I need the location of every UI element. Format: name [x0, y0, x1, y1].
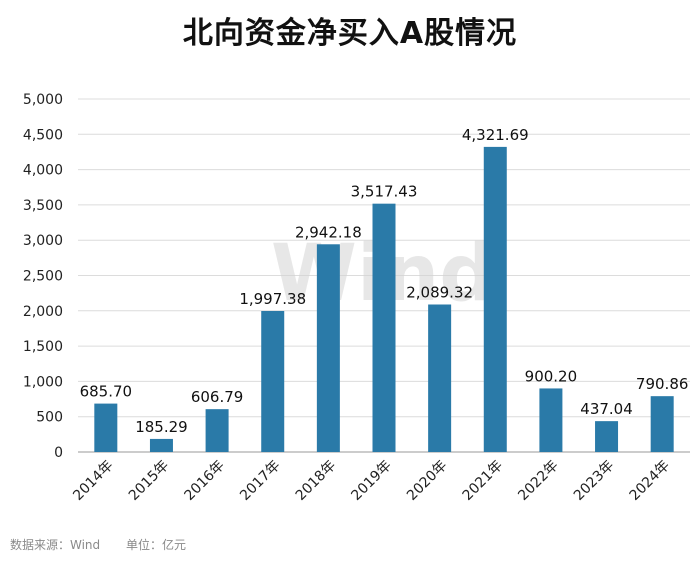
data-label: 606.79: [191, 388, 244, 406]
x-tick-label: 2024年: [627, 458, 673, 504]
x-tick-label: 2022年: [515, 458, 561, 504]
data-label: 437.04: [580, 400, 633, 418]
y-tick-label: 0: [54, 445, 63, 461]
y-tick-label: 1,500: [23, 339, 63, 355]
x-tick-label: 2015年: [126, 458, 172, 504]
unit-note: 单位：亿元: [126, 538, 187, 552]
x-tick-label: 2014年: [70, 458, 116, 504]
data-label: 2,089.32: [406, 283, 473, 301]
x-tick-label: 2019年: [348, 458, 394, 504]
x-tick-label: 2016年: [182, 458, 228, 504]
data-label: 3,517.43: [351, 183, 418, 201]
bar-2024年: [650, 396, 674, 452]
bar-2018年: [316, 244, 340, 452]
y-tick-label: 2,500: [23, 269, 63, 285]
y-tick-label: 1,000: [23, 374, 63, 390]
data-label: 1,997.38: [239, 290, 306, 308]
chart-title: 北向资金净买入A股情况: [182, 16, 518, 51]
y-tick-label: 4,500: [23, 127, 63, 143]
bar-2016年: [205, 409, 229, 452]
x-tick-label: 2021年: [460, 458, 506, 504]
bar-2022年: [539, 388, 563, 452]
x-tick-label: 2020年: [404, 458, 450, 504]
y-tick-label: 4,000: [23, 163, 63, 179]
source-note: 数据来源：Wind: [10, 538, 101, 552]
bar-2023年: [595, 421, 619, 452]
chart-footer: 数据来源：Wind 单位：亿元: [10, 536, 208, 553]
x-tick-label: 2018年: [293, 458, 339, 504]
data-label: 2,942.18: [295, 223, 362, 241]
data-label: 185.29: [135, 418, 188, 436]
data-label: 790.86: [636, 375, 689, 393]
y-tick-label: 3,000: [23, 233, 63, 249]
bar-2014年: [94, 403, 118, 452]
bar-2021年: [483, 146, 507, 453]
data-label: 685.70: [80, 383, 133, 401]
x-tick-label: 2017年: [237, 458, 283, 504]
x-tick-label: 2023年: [571, 458, 617, 504]
y-tick-label: 5,000: [23, 92, 63, 108]
y-tick-label: 2,000: [23, 304, 63, 320]
bar-2017年: [261, 310, 285, 452]
bar-2020年: [428, 304, 452, 452]
y-tick-label: 500: [36, 410, 63, 426]
y-tick-label: 3,500: [23, 198, 63, 214]
data-label: 900.20: [525, 367, 578, 385]
bar-2019年: [372, 203, 396, 452]
bar-2015年: [149, 438, 173, 452]
data-label: 4,321.69: [462, 126, 529, 144]
